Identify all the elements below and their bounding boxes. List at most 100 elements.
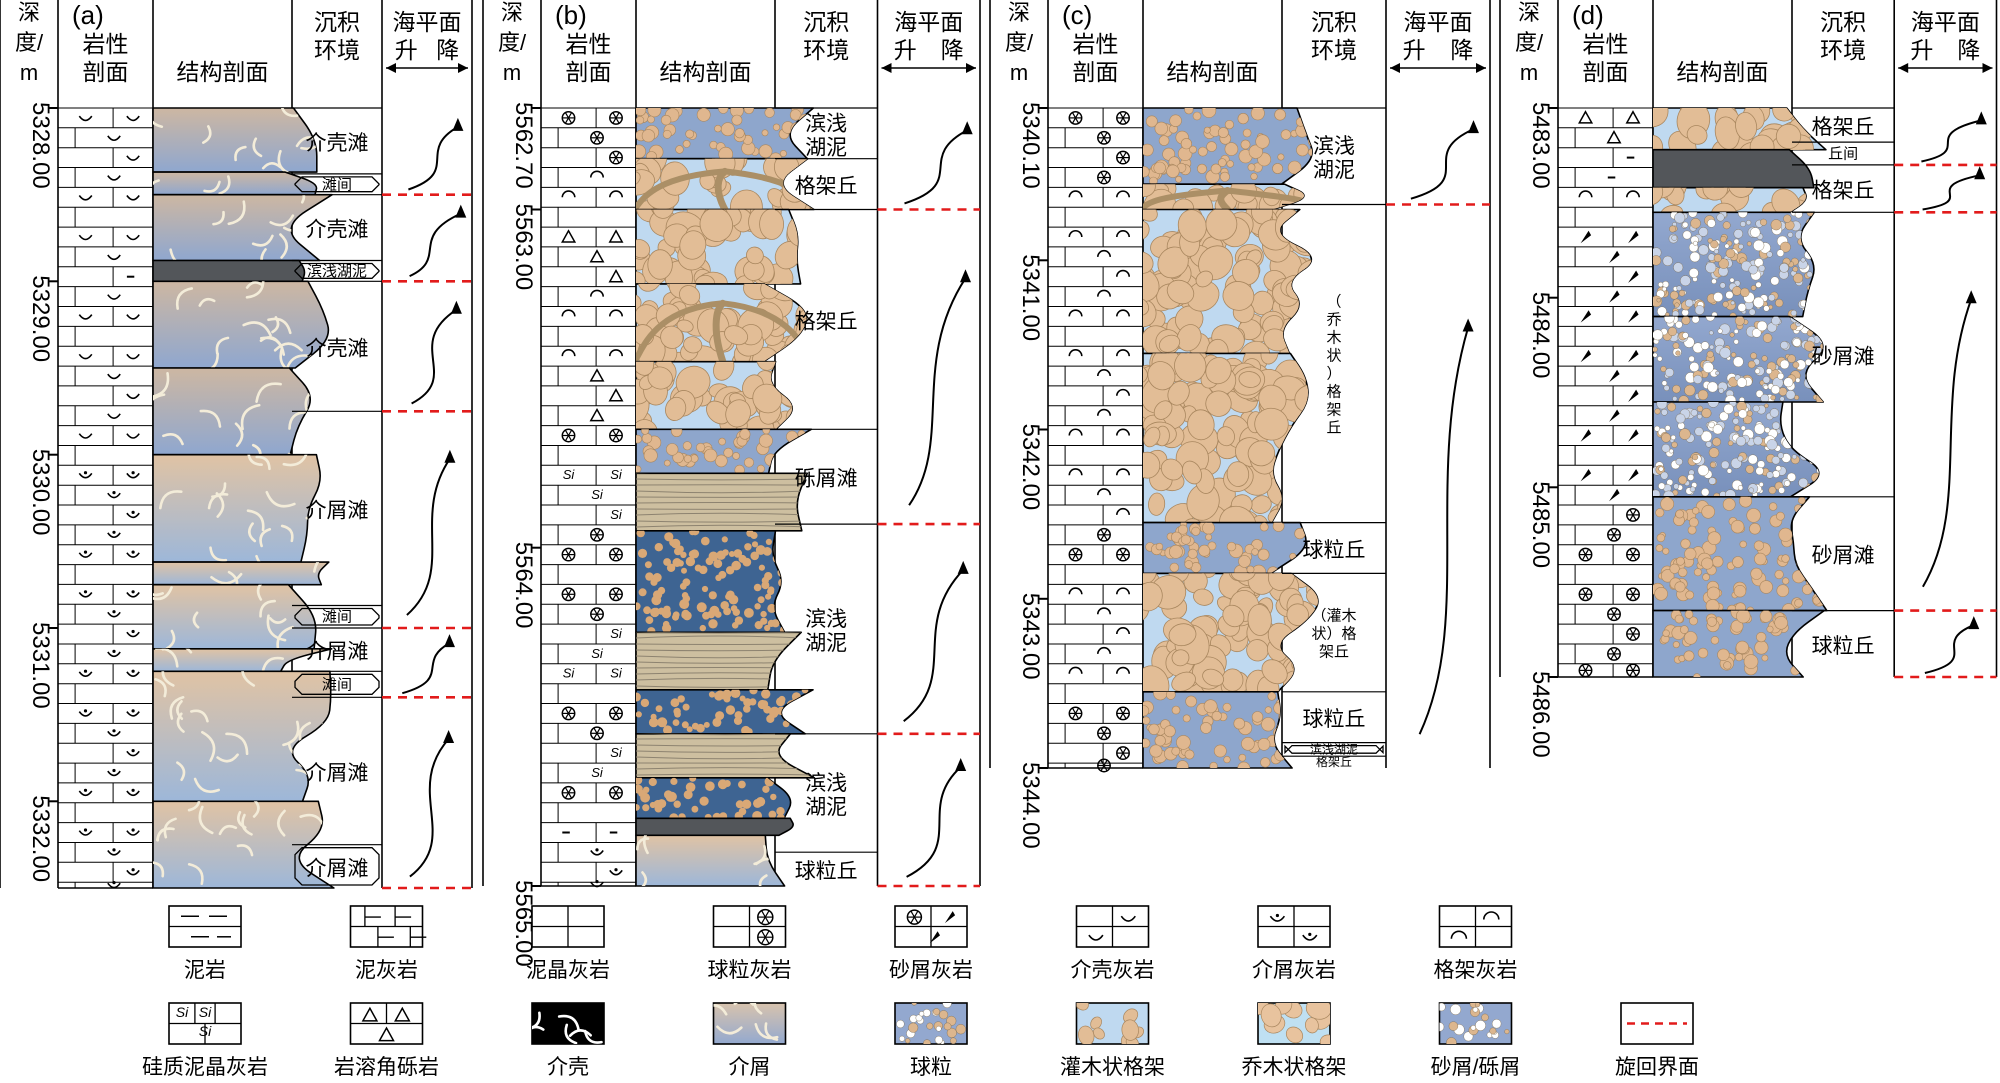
svg-text:岩溶角砾岩: 岩溶角砾岩 — [334, 1056, 439, 1079]
svg-text:介壳灰岩: 介壳灰岩 — [1071, 959, 1155, 982]
svg-text:Si: Si — [610, 745, 623, 760]
svg-text:m: m — [503, 60, 521, 85]
svg-text:海平面: 海平面 — [1911, 9, 1980, 35]
svg-text:丘间: 丘间 — [1828, 146, 1858, 163]
svg-text:降: 降 — [436, 37, 459, 63]
svg-text:5332.00: 5332.00 — [27, 795, 54, 882]
svg-text:深: 深 — [501, 0, 523, 25]
svg-text:剖面: 剖面 — [1073, 59, 1119, 85]
svg-text:5329.00: 5329.00 — [27, 275, 54, 362]
svg-text:m: m — [20, 60, 38, 85]
svg-text:灌木状格架: 灌木状格架 — [1060, 1056, 1165, 1079]
svg-text:岩性: 岩性 — [566, 31, 612, 57]
svg-text:湖泥: 湖泥 — [1313, 159, 1355, 182]
svg-text:湖泥: 湖泥 — [805, 632, 847, 655]
svg-text:滨浅: 滨浅 — [1313, 135, 1355, 158]
svg-text:格架丘: 格架丘 — [1812, 180, 1875, 203]
svg-text:结构剖面: 结构剖面 — [660, 59, 752, 85]
svg-text:球粒丘: 球粒丘 — [1812, 635, 1875, 658]
svg-text:介屑滩: 介屑滩 — [306, 762, 369, 785]
svg-text:5564.00: 5564.00 — [510, 542, 537, 629]
svg-text:岩性: 岩性 — [83, 31, 129, 57]
svg-text:介壳滩: 介壳滩 — [306, 219, 369, 242]
svg-text:降: 降 — [1450, 37, 1473, 63]
svg-text:硅质泥晶灰岩: 硅质泥晶灰岩 — [142, 1056, 268, 1079]
svg-text:滩间: 滩间 — [322, 176, 352, 193]
svg-text:升: 升 — [395, 37, 418, 63]
svg-text:介屑滩: 介屑滩 — [306, 499, 369, 522]
svg-text:滨浅湖泥: 滨浅湖泥 — [307, 263, 367, 280]
svg-text:m: m — [1520, 60, 1538, 85]
svg-text:剖面: 剖面 — [83, 59, 129, 85]
svg-text:Si: Si — [176, 1004, 189, 1020]
svg-text:剖面: 剖面 — [566, 59, 612, 85]
svg-text:架: 架 — [1326, 402, 1341, 419]
svg-text:球粒: 球粒 — [910, 1056, 952, 1079]
svg-text:泥晶灰岩: 泥晶灰岩 — [526, 959, 610, 982]
svg-text:格架灰岩: 格架灰岩 — [1434, 959, 1518, 982]
svg-text:湖泥: 湖泥 — [805, 796, 847, 819]
svg-text:砂屑/砾屑: 砂屑/砾屑 — [1431, 1056, 1521, 1079]
svg-text:升: 升 — [894, 37, 917, 63]
svg-text:环境: 环境 — [1311, 37, 1357, 63]
svg-text:降: 降 — [1957, 37, 1980, 63]
svg-text:沉积: 沉积 — [1311, 9, 1357, 35]
svg-text:5341.00: 5341.00 — [1017, 254, 1044, 341]
svg-text:格: 格 — [1326, 384, 1341, 401]
svg-text:岩性: 岩性 — [1073, 31, 1119, 57]
svg-text:升: 升 — [1910, 37, 1933, 63]
svg-text:滩间: 滩间 — [322, 676, 352, 693]
svg-text:度/: 度/ — [498, 30, 527, 55]
svg-text:度/: 度/ — [1515, 30, 1544, 55]
svg-text:滨浅: 滨浅 — [805, 112, 847, 135]
svg-text:结构剖面: 结构剖面 — [177, 59, 269, 85]
svg-text:砂屑滩: 砂屑滩 — [1812, 545, 1875, 568]
svg-text:丘: 丘 — [1326, 420, 1341, 437]
svg-text:（灌木: （灌木 — [1311, 608, 1356, 625]
svg-text:沉积: 沉积 — [314, 9, 360, 35]
svg-text:m: m — [1010, 60, 1028, 85]
svg-text:砂屑滩: 砂屑滩 — [1812, 346, 1875, 369]
svg-text:(a): (a) — [72, 0, 104, 30]
svg-text:Si: Si — [563, 666, 576, 681]
svg-text:沉积: 沉积 — [1820, 9, 1866, 35]
svg-text:（: （ — [1326, 294, 1341, 311]
svg-text:）: ） — [1326, 366, 1341, 383]
svg-text:Si: Si — [610, 666, 623, 681]
svg-text:乔木状格架: 乔木状格架 — [1242, 1056, 1347, 1079]
svg-text:Si: Si — [610, 467, 623, 482]
svg-text:结构剖面: 结构剖面 — [1677, 59, 1769, 85]
svg-text:升: 升 — [1403, 37, 1426, 63]
svg-text:结构剖面: 结构剖面 — [1167, 59, 1259, 85]
svg-text:岩性: 岩性 — [1583, 31, 1629, 57]
svg-text:5328.00: 5328.00 — [27, 102, 54, 189]
svg-text:沉积: 沉积 — [803, 9, 849, 35]
svg-text:度/: 度/ — [15, 30, 44, 55]
svg-text:环境: 环境 — [314, 37, 360, 63]
svg-text:介屑滩: 介屑滩 — [306, 641, 369, 664]
svg-text:砾屑滩: 砾屑滩 — [795, 468, 858, 491]
svg-text:5342.00: 5342.00 — [1017, 424, 1044, 511]
svg-text:介屑: 介屑 — [729, 1056, 771, 1079]
svg-text:(c): (c) — [1062, 0, 1092, 30]
svg-text:5331.00: 5331.00 — [27, 622, 54, 709]
svg-text:深: 深 — [18, 0, 40, 25]
svg-text:Si: Si — [199, 1004, 212, 1020]
svg-text:介壳滩: 介壳滩 — [306, 132, 369, 155]
svg-text:5485.00: 5485.00 — [1527, 481, 1554, 568]
svg-text:湖泥: 湖泥 — [805, 136, 847, 159]
svg-text:砂屑灰岩: 砂屑灰岩 — [889, 959, 973, 982]
svg-text:海平面: 海平面 — [1404, 9, 1473, 35]
svg-text:Si: Si — [591, 646, 604, 661]
svg-text:介壳滩: 介壳滩 — [306, 337, 369, 360]
svg-text:5483.00: 5483.00 — [1527, 102, 1554, 189]
svg-text:格架丘: 格架丘 — [1812, 116, 1875, 139]
svg-text:(b): (b) — [555, 0, 587, 30]
svg-text:5486.00: 5486.00 — [1527, 671, 1554, 758]
svg-text:Si: Si — [563, 467, 576, 482]
svg-text:介屑滩: 介屑滩 — [306, 857, 369, 880]
svg-text:Si: Si — [610, 507, 623, 522]
svg-text:降: 降 — [941, 37, 964, 63]
svg-text:5484.00: 5484.00 — [1527, 292, 1554, 379]
svg-text:Si: Si — [591, 487, 604, 502]
